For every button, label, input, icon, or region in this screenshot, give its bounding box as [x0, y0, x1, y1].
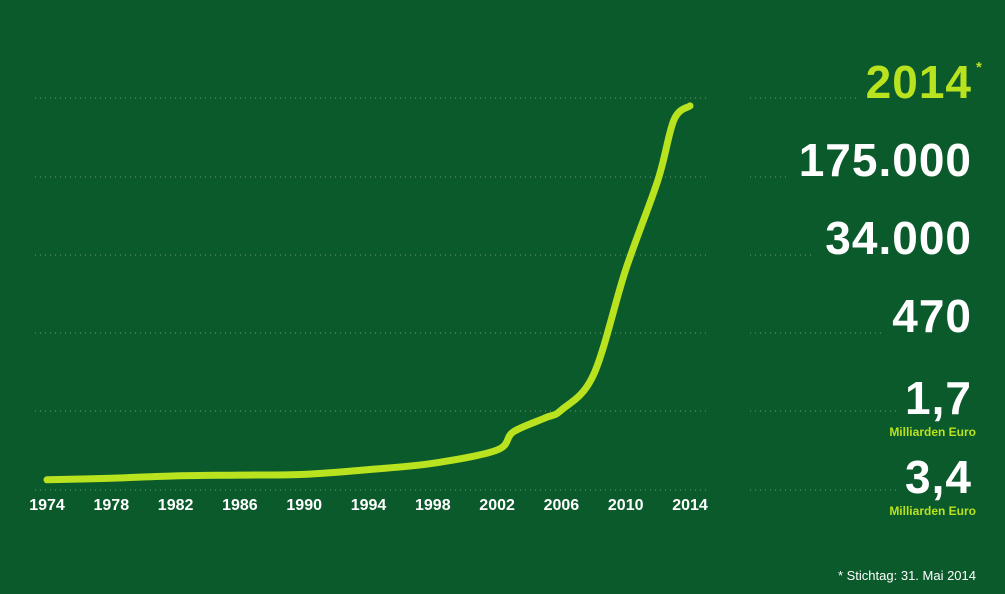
x-tick-label: 1994 — [351, 497, 387, 514]
x-tick-label: 1978 — [94, 497, 130, 514]
year-heading: 2014 — [866, 56, 972, 108]
footnote: * Stichtag: 31. Mai 2014 — [838, 568, 976, 583]
stat-unit: Milliarden Euro — [889, 504, 976, 518]
stat-value: 470 — [892, 290, 972, 342]
x-tick-label: 1974 — [29, 497, 65, 514]
x-tick-label: 1998 — [415, 497, 451, 514]
stat-value: 1,7 — [905, 372, 972, 424]
x-tick-label: 2006 — [544, 497, 580, 514]
stat-unit: Milliarden Euro — [889, 425, 976, 439]
x-tick-label: 2010 — [608, 497, 644, 514]
x-tick-label: 1982 — [158, 497, 194, 514]
stat-value: 34.000 — [825, 212, 972, 264]
separators — [35, 97, 900, 491]
stat-value: 175.000 — [799, 134, 972, 186]
x-tick-label: 2002 — [479, 497, 515, 514]
data-line — [43, 102, 694, 484]
x-tick-label: 2014 — [672, 497, 708, 514]
x-tick-label: 1986 — [222, 497, 258, 514]
asterisk: * — [976, 59, 982, 76]
stat-value: 3,4 — [905, 451, 972, 503]
x-tick-label: 1990 — [286, 497, 322, 514]
